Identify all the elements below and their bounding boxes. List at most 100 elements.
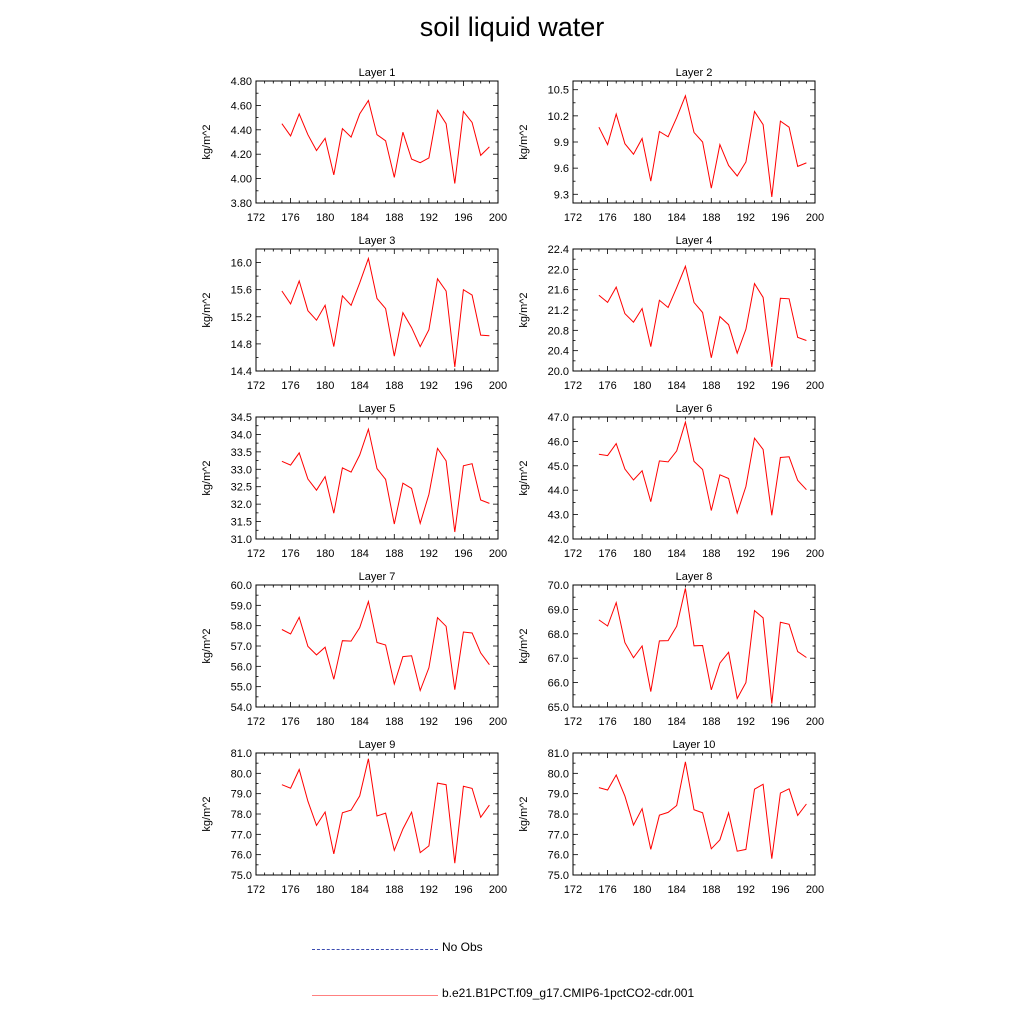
x-tick-label: 196 (771, 380, 789, 392)
y-tick-label: 21.6 (548, 285, 569, 297)
chart-panel-3: Layer 3 172 176 180 184 188 192 196 200 14.4 14.8 1… (201, 235, 507, 392)
y-tick-label: 20.8 (548, 325, 569, 337)
chart-panel-9: Layer 9 172 176 180 184 188 192 196 200 75.0 76.0 7… (201, 739, 507, 896)
series-line (598, 94, 807, 197)
y-tick-label: 22.0 (548, 264, 569, 276)
panel-title: Layer 8 (676, 571, 713, 583)
y-tick-label: 42.0 (548, 534, 569, 546)
y-tick-label: 66.0 (548, 678, 569, 690)
y-tick-label: 4.60 (231, 100, 252, 112)
x-tick-label: 172 (564, 212, 582, 224)
x-tick-label: 200 (806, 548, 824, 560)
y-tick-label: 79.0 (231, 789, 252, 801)
plot-frame (255, 80, 499, 204)
chart-panel-8: Layer 8 172 176 180 184 188 192 196 200 65.0 66.0 6… (518, 571, 824, 728)
y-tick-label: 56.0 (231, 661, 252, 673)
x-tick-label: 192 (737, 716, 755, 728)
x-tick-label: 172 (247, 548, 265, 560)
y-tick-label: 9.6 (554, 163, 569, 175)
y-tick-label: 3.80 (231, 198, 252, 210)
y-axis-label: kg/m^2 (518, 796, 530, 831)
x-tick-label: 192 (420, 884, 438, 896)
legend-label: No Obs (442, 940, 483, 954)
x-tick-label: 172 (564, 380, 582, 392)
x-tick-label: 188 (702, 884, 720, 896)
y-tick-label: 20.0 (548, 366, 569, 378)
x-tick-label: 200 (489, 716, 507, 728)
x-tick-label: 188 (702, 380, 720, 392)
y-tick-label: 46.0 (548, 436, 569, 448)
y-tick-label: 9.3 (554, 189, 569, 201)
x-tick-label: 188 (385, 380, 403, 392)
panel-title: Layer 6 (676, 403, 713, 415)
y-tick-label: 65.0 (548, 702, 569, 714)
y-axis-label: kg/m^2 (518, 124, 530, 159)
x-tick-label: 192 (420, 380, 438, 392)
y-axis-label: kg/m^2 (518, 292, 530, 327)
series-line (281, 99, 490, 184)
panel-title: Layer 9 (359, 739, 396, 751)
x-tick-label: 184 (351, 548, 369, 560)
y-tick-label: 57.0 (231, 641, 252, 653)
x-tick-label: 180 (633, 716, 651, 728)
y-tick-label: 60.0 (231, 580, 252, 592)
y-axis-label: kg/m^2 (201, 796, 213, 831)
y-tick-label: 76.0 (548, 850, 569, 862)
x-tick-label: 180 (633, 884, 651, 896)
x-tick-label: 176 (281, 884, 299, 896)
y-tick-label: 21.2 (548, 305, 569, 317)
series-line (598, 588, 807, 704)
x-tick-label: 176 (281, 380, 299, 392)
x-tick-label: 200 (806, 716, 824, 728)
x-tick-label: 180 (316, 716, 334, 728)
x-tick-label: 196 (454, 884, 472, 896)
y-tick-label: 43.0 (548, 510, 569, 522)
x-tick-label: 192 (737, 884, 755, 896)
x-tick-label: 180 (316, 884, 334, 896)
x-tick-label: 184 (351, 212, 369, 224)
y-axis-label: kg/m^2 (518, 460, 530, 495)
y-tick-label: 32.0 (231, 499, 252, 511)
panel-title: Layer 4 (676, 235, 713, 247)
y-tick-label: 15.6 (231, 285, 252, 297)
x-tick-label: 180 (316, 212, 334, 224)
y-tick-label: 33.5 (231, 447, 252, 459)
y-tick-label: 47.0 (548, 412, 569, 424)
y-tick-label: 22.4 (548, 244, 569, 256)
panel-title: Layer 5 (359, 403, 396, 415)
y-axis-label: kg/m^2 (201, 124, 213, 159)
x-tick-label: 184 (351, 884, 369, 896)
x-tick-label: 184 (668, 212, 686, 224)
x-tick-label: 184 (351, 380, 369, 392)
y-tick-label: 4.40 (231, 125, 252, 137)
panel-title: Layer 1 (359, 67, 396, 79)
y-tick-label: 68.0 (548, 629, 569, 641)
x-tick-label: 200 (806, 380, 824, 392)
x-tick-label: 192 (420, 548, 438, 560)
panel-title: Layer 2 (676, 67, 713, 79)
y-tick-label: 81.0 (548, 748, 569, 760)
x-tick-label: 200 (489, 380, 507, 392)
plot-frame (572, 80, 816, 204)
x-tick-label: 184 (668, 716, 686, 728)
series-line (598, 420, 807, 516)
series-line (598, 761, 807, 859)
y-tick-label: 76.0 (231, 850, 252, 862)
x-tick-label: 188 (385, 548, 403, 560)
x-tick-label: 176 (598, 884, 616, 896)
y-axis-label: kg/m^2 (201, 460, 213, 495)
x-tick-label: 192 (420, 212, 438, 224)
y-tick-label: 4.80 (231, 76, 252, 88)
x-tick-label: 180 (316, 380, 334, 392)
x-tick-label: 172 (247, 212, 265, 224)
y-tick-label: 34.0 (231, 429, 252, 441)
x-tick-label: 180 (633, 380, 651, 392)
x-tick-label: 200 (489, 884, 507, 896)
x-tick-label: 184 (668, 380, 686, 392)
y-tick-label: 70.0 (548, 580, 569, 592)
x-tick-label: 176 (598, 212, 616, 224)
y-tick-label: 75.0 (231, 870, 252, 882)
panel-title: Layer 10 (673, 739, 716, 751)
series-line (598, 264, 807, 367)
